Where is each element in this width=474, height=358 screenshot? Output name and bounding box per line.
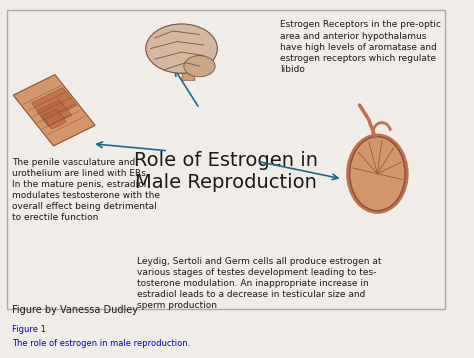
Polygon shape (31, 88, 77, 121)
Polygon shape (42, 109, 66, 129)
Text: Figure by Vanessa Dudley: Figure by Vanessa Dudley (12, 305, 138, 315)
Text: Figure 1: Figure 1 (12, 325, 46, 334)
Ellipse shape (146, 24, 218, 73)
FancyBboxPatch shape (7, 10, 446, 309)
Text: Leydig, Sertoli and Germ cells all produce estrogen at
various stages of testes : Leydig, Sertoli and Germ cells all produ… (137, 257, 382, 310)
Text: The role of estrogen in male reproduction.: The role of estrogen in male reproductio… (12, 339, 190, 348)
Text: The penile vasculature and
urothelium are lined with ERs.
In the mature penis, e: The penile vasculature and urothelium ar… (12, 158, 160, 222)
Polygon shape (36, 100, 72, 126)
Ellipse shape (184, 55, 215, 77)
Text: Role of Estrogen in
Male Reproduction: Role of Estrogen in Male Reproduction (134, 151, 319, 193)
Polygon shape (182, 63, 195, 80)
Polygon shape (13, 74, 95, 146)
Text: Estrogen Receptors in the pre-optic
area and anterior hypothalamus
have high lev: Estrogen Receptors in the pre-optic area… (280, 20, 441, 74)
Ellipse shape (350, 137, 405, 211)
